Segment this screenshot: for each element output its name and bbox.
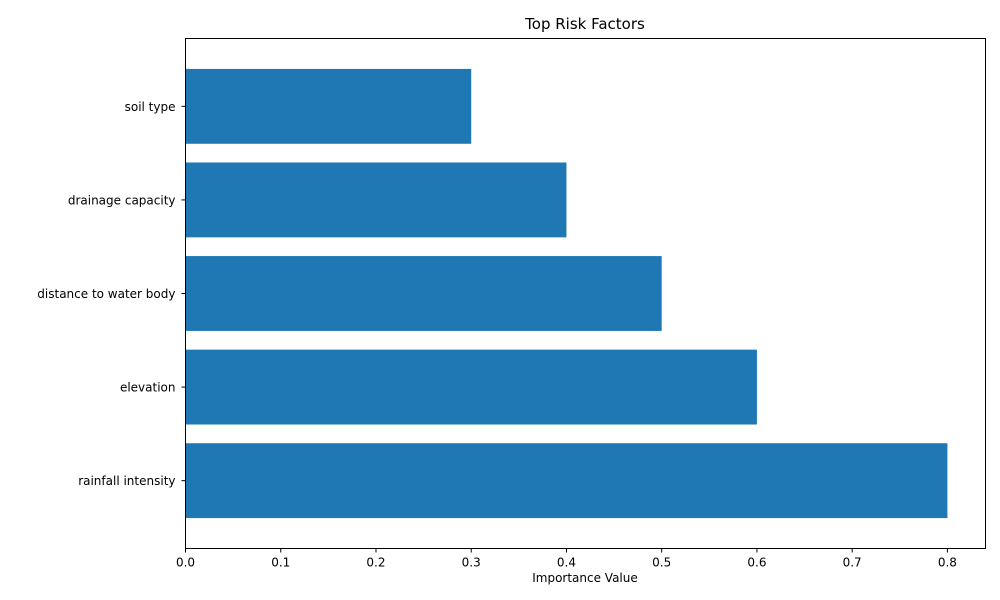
y-tick-label: distance to water body [37,287,175,301]
bar-soil-type [185,68,472,144]
y-tick-label: elevation [120,381,176,395]
x-tick-label: 0.0 [176,556,195,570]
plot-frame [185,38,986,549]
bars-layer [185,68,948,519]
y-tick-label: soil type [125,100,176,114]
bar-distance-to-water-body [185,256,662,331]
x-tick-label: 0.7 [843,556,862,570]
y-tick-label: drainage capacity [68,193,176,207]
x-tick-label: 0.6 [747,556,766,570]
ticks-layer: rainfall intensity elevation distance to w… [37,100,957,570]
bar-rainfall-intensity [185,443,948,519]
chart-title: Top Risk Factors [524,15,645,33]
bar-drainage-capacity [185,162,567,238]
x-tick-label: 0.1 [271,556,290,570]
x-tick-label: 0.8 [938,556,957,570]
x-tick-label: 0.5 [652,556,671,570]
x-tick-label: 0.3 [462,556,481,570]
x-axis-label: Importance Value [532,571,638,585]
x-tick-label: 0.4 [557,556,576,570]
bar-elevation [185,349,757,425]
y-tick-label: rainfall intensity [78,474,175,488]
x-tick-label: 0.2 [366,556,385,570]
